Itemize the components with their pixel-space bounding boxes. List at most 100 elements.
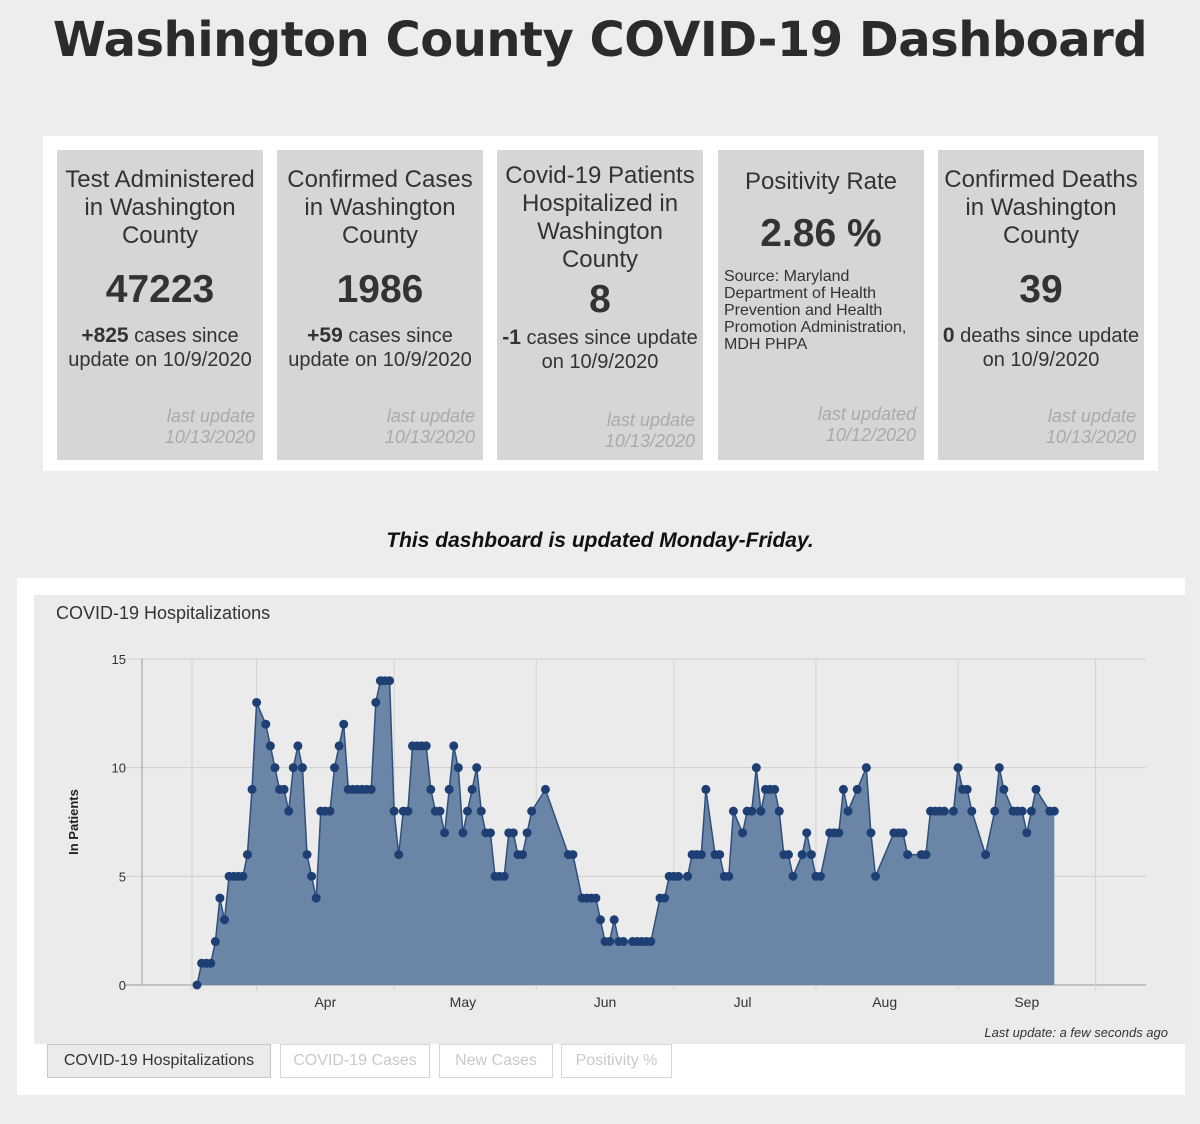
tab-positivity[interactable]: Positivity % (561, 1044, 672, 1078)
data-point[interactable] (453, 763, 463, 773)
data-point[interactable] (783, 850, 793, 860)
data-point[interactable] (284, 806, 294, 816)
tab-cases[interactable]: COVID-19 Cases (280, 1044, 430, 1078)
data-point[interactable] (192, 980, 202, 990)
tab-new-cases[interactable]: New Cases (439, 1044, 553, 1078)
data-point[interactable] (518, 850, 528, 860)
data-point[interactable] (618, 937, 628, 947)
data-point[interactable] (797, 850, 807, 860)
data-point[interactable] (508, 828, 518, 838)
data-point[interactable] (458, 828, 468, 838)
data-point[interactable] (462, 806, 472, 816)
data-point[interactable] (210, 937, 220, 947)
data-point[interactable] (962, 784, 972, 794)
data-point[interactable] (683, 871, 693, 881)
data-point[interactable] (444, 784, 454, 794)
data-point[interactable] (540, 784, 550, 794)
data-point[interactable] (939, 806, 949, 816)
data-point[interactable] (371, 697, 381, 707)
data-point[interactable] (476, 806, 486, 816)
data-point[interactable] (999, 784, 1009, 794)
data-point[interactable] (568, 850, 578, 860)
data-point[interactable] (242, 850, 252, 860)
data-point[interactable] (522, 828, 532, 838)
chart-area[interactable]: 0 5 10 15 Apr May Jun Jul Aug Sep In Patients COVI… (34, 595, 1188, 1044)
data-point[interactable] (747, 806, 757, 816)
data-point[interactable] (738, 828, 748, 838)
data-point[interactable] (609, 915, 619, 925)
data-point[interactable] (591, 893, 601, 903)
data-point[interactable] (366, 784, 376, 794)
data-point[interactable] (435, 806, 445, 816)
data-point[interactable] (297, 763, 307, 773)
data-point[interactable] (701, 784, 711, 794)
data-point[interactable] (605, 937, 615, 947)
data-point[interactable] (467, 784, 477, 794)
data-point[interactable] (440, 828, 450, 838)
data-point[interactable] (403, 806, 413, 816)
data-point[interactable] (802, 828, 812, 838)
data-point[interactable] (293, 741, 303, 751)
data-point[interactable] (903, 850, 913, 860)
data-point[interactable] (788, 871, 798, 881)
data-point[interactable] (472, 763, 482, 773)
data-point[interactable] (499, 871, 509, 881)
data-point[interactable] (385, 676, 395, 686)
data-point[interactable] (953, 763, 963, 773)
data-point[interactable] (1022, 828, 1032, 838)
data-point[interactable] (816, 871, 826, 881)
data-point[interactable] (247, 784, 257, 794)
data-point[interactable] (866, 828, 876, 838)
data-point[interactable] (252, 697, 262, 707)
data-point[interactable] (325, 806, 335, 816)
data-point[interactable] (852, 784, 862, 794)
data-point[interactable] (265, 741, 275, 751)
data-point[interactable] (389, 806, 399, 816)
data-point[interactable] (1017, 806, 1027, 816)
data-point[interactable] (394, 850, 404, 860)
data-point[interactable] (774, 806, 784, 816)
data-point[interactable] (967, 806, 977, 816)
data-point[interactable] (990, 806, 1000, 816)
data-point[interactable] (646, 937, 656, 947)
hospitalizations-chart[interactable]: 0 5 10 15 Apr May Jun Jul Aug Sep In Patients (34, 595, 1188, 1044)
data-point[interactable] (215, 893, 225, 903)
data-point[interactable] (751, 763, 761, 773)
data-point[interactable] (339, 719, 349, 729)
data-point[interactable] (921, 850, 931, 860)
data-point[interactable] (981, 850, 991, 860)
data-point[interactable] (843, 806, 853, 816)
data-point[interactable] (770, 784, 780, 794)
data-point[interactable] (302, 850, 312, 860)
data-point[interactable] (1049, 806, 1059, 816)
data-point[interactable] (307, 871, 317, 881)
data-point[interactable] (220, 915, 230, 925)
data-point[interactable] (948, 806, 958, 816)
data-point[interactable] (449, 741, 459, 751)
data-point[interactable] (861, 763, 871, 773)
data-point[interactable] (238, 871, 248, 881)
data-point[interactable] (426, 784, 436, 794)
data-point[interactable] (288, 763, 298, 773)
data-point[interactable] (334, 741, 344, 751)
data-point[interactable] (673, 871, 683, 881)
data-point[interactable] (206, 958, 216, 968)
data-point[interactable] (994, 763, 1004, 773)
data-point[interactable] (838, 784, 848, 794)
data-point[interactable] (834, 828, 844, 838)
data-point[interactable] (871, 871, 881, 881)
tab-hospitalizations[interactable]: COVID-19 Hospitalizations (47, 1044, 271, 1078)
data-point[interactable] (485, 828, 495, 838)
data-point[interactable] (1031, 784, 1041, 794)
data-point[interactable] (527, 806, 537, 816)
data-point[interactable] (660, 893, 670, 903)
data-point[interactable] (756, 806, 766, 816)
data-point[interactable] (806, 850, 816, 860)
data-point[interactable] (728, 806, 738, 816)
data-point[interactable] (330, 763, 340, 773)
data-point[interactable] (724, 871, 734, 881)
data-point[interactable] (270, 763, 280, 773)
data-point[interactable] (311, 893, 321, 903)
data-point[interactable] (1026, 806, 1036, 816)
data-point[interactable] (421, 741, 431, 751)
